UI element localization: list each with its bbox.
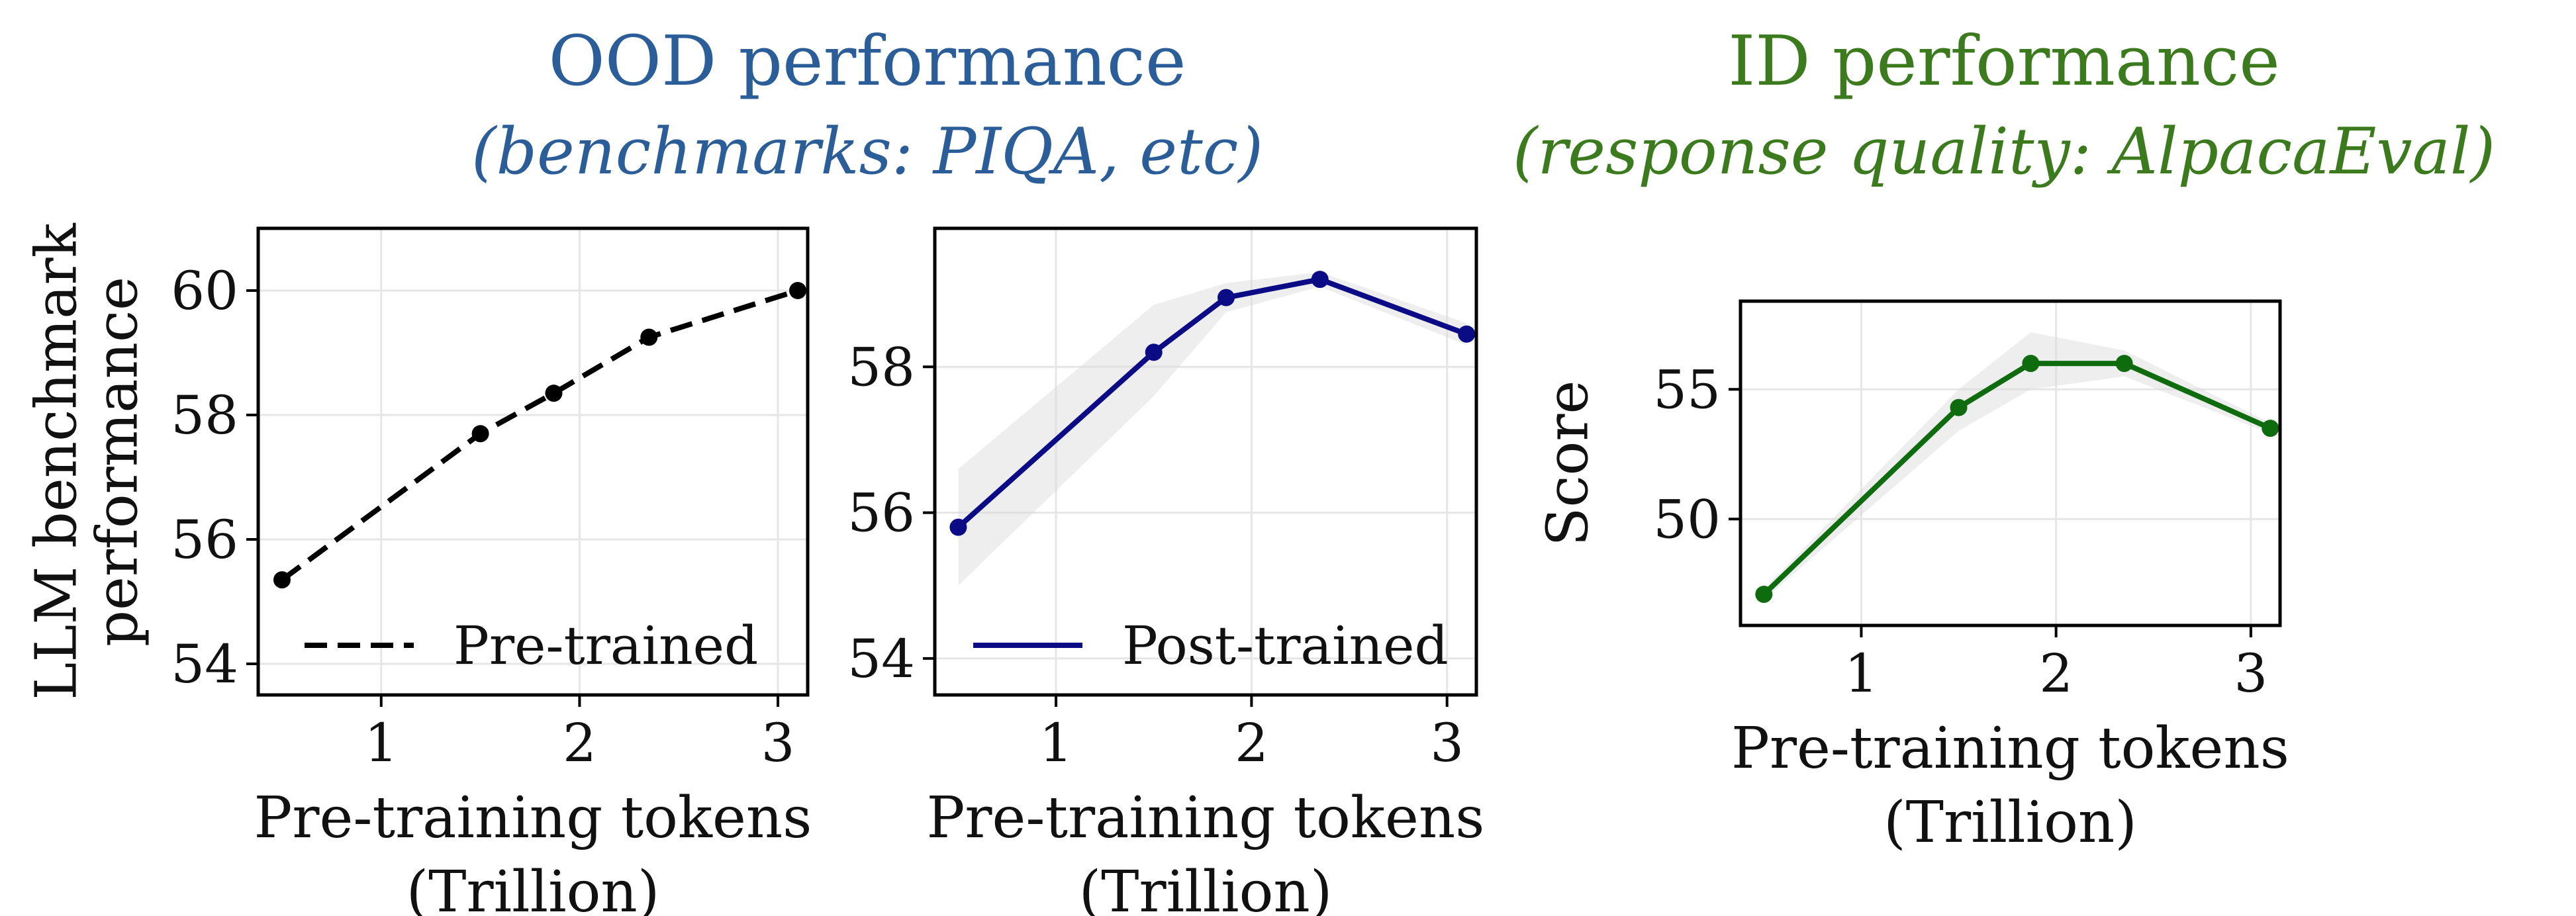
x-tick-label: 3 bbox=[761, 712, 795, 774]
axes-frame bbox=[1739, 299, 2282, 627]
ood-title: OOD performance bbox=[548, 21, 1186, 101]
id-title: ID performance bbox=[1728, 21, 2280, 101]
x-tick-label: 2 bbox=[2039, 643, 2073, 704]
x-tick-label: 1 bbox=[364, 712, 398, 774]
data-point bbox=[1311, 271, 1329, 289]
y-tick-label: 58 bbox=[847, 336, 915, 398]
data-point bbox=[789, 282, 807, 299]
x-axis-label: Pre-training tokens bbox=[1731, 715, 2289, 782]
x-axis-label: (Trillion) bbox=[1884, 790, 2137, 856]
legend-label: Pre-trained bbox=[453, 615, 758, 676]
x-axis-label: (Trillion) bbox=[1079, 859, 1333, 916]
series-line bbox=[280, 288, 799, 582]
x-tick-label: 3 bbox=[1430, 712, 1464, 774]
data-point bbox=[1145, 344, 1163, 361]
x-axis-label: (Trillion) bbox=[406, 859, 660, 916]
data-point bbox=[1755, 585, 1773, 603]
confidence-band bbox=[958, 272, 1467, 586]
data-point bbox=[273, 571, 291, 589]
ood-subtitle: (benchmarks: PIQA, etc) bbox=[471, 114, 1263, 189]
legend-label: Post-trained bbox=[1122, 615, 1449, 676]
data-point bbox=[471, 425, 489, 443]
chart-id-score: 1 2 3 50 55 Pre-training tokens (Trillion) Scor… bbox=[1535, 299, 2289, 856]
data-point bbox=[1458, 325, 1476, 343]
y-tick-label: 54 bbox=[847, 628, 915, 690]
data-point bbox=[640, 328, 658, 346]
y-tick-label: 60 bbox=[171, 260, 238, 322]
y-tick-label: 58 bbox=[171, 385, 238, 446]
y-axis-label: Score bbox=[1535, 381, 1601, 547]
x-tick-label: 1 bbox=[1844, 643, 1878, 704]
id-header: ID performance (response quality: Alpaca… bbox=[1513, 21, 2495, 189]
data-point bbox=[545, 385, 563, 402]
data-point bbox=[1950, 398, 1968, 416]
y-tick-label: 50 bbox=[1653, 488, 1721, 550]
confidence-band bbox=[1764, 332, 2271, 600]
x-axis-label: Pre-training tokens bbox=[254, 785, 812, 851]
chart-posttrained: 1 2 3 54 56 58 Pre-training tokens (Trillion) Po… bbox=[847, 226, 1485, 916]
axes-frame bbox=[933, 226, 1478, 697]
x-tick-label: 2 bbox=[563, 712, 596, 774]
chart-pretrained: 1 2 3 54 56 58 60 Pre-training tokens (Trillion)… bbox=[24, 222, 812, 916]
y-axis-label: LLM benchmark bbox=[24, 222, 90, 700]
x-axis-label: Pre-training tokens bbox=[927, 785, 1485, 851]
ood-header: OOD performance (benchmarks: PIQA, etc) bbox=[471, 21, 1263, 189]
data-point bbox=[949, 518, 967, 536]
axes-frame bbox=[256, 226, 810, 697]
data-point bbox=[2115, 355, 2133, 373]
x-tick-label: 2 bbox=[1235, 712, 1268, 774]
x-tick-label: 1 bbox=[1039, 712, 1073, 774]
y-axis-label: performance bbox=[85, 277, 151, 647]
x-tick-label: 3 bbox=[2234, 643, 2267, 704]
y-tick-label: 56 bbox=[171, 509, 238, 571]
y-tick-label: 54 bbox=[171, 633, 238, 695]
data-point bbox=[2022, 355, 2040, 373]
y-tick-label: 55 bbox=[1653, 359, 1721, 420]
y-tick-label: 56 bbox=[847, 482, 915, 544]
id-subtitle: (response quality: AlpacaEval) bbox=[1513, 114, 2495, 189]
data-point bbox=[1217, 289, 1235, 306]
data-point bbox=[2262, 420, 2279, 437]
